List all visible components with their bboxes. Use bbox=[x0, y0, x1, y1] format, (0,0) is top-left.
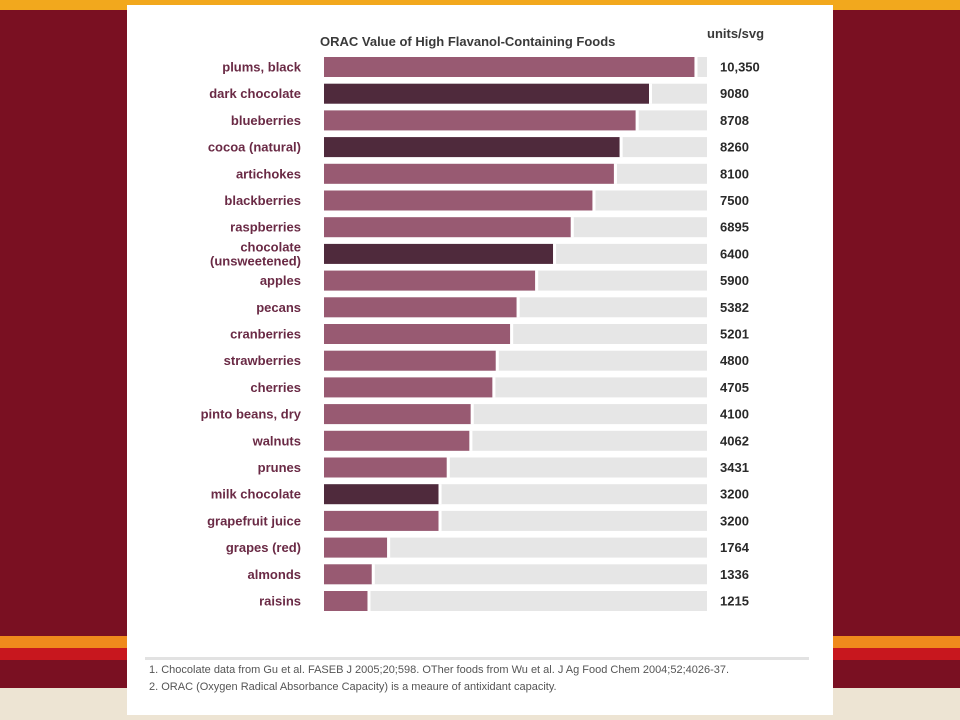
value-label: 10,350 bbox=[720, 60, 760, 75]
category-label: dark chocolate bbox=[209, 86, 301, 101]
value-label: 1215 bbox=[720, 594, 749, 609]
category-label: walnuts bbox=[252, 433, 301, 448]
bar bbox=[324, 377, 493, 398]
bar bbox=[324, 57, 695, 77]
bar-separator bbox=[492, 377, 496, 398]
bar bbox=[324, 217, 571, 238]
bar-separator bbox=[553, 243, 557, 264]
bar bbox=[324, 404, 471, 425]
bar-separator bbox=[469, 430, 473, 451]
category-label: (unsweetened) bbox=[210, 253, 301, 268]
category-label: almonds bbox=[248, 567, 301, 582]
value-column-header: units/svg bbox=[707, 26, 764, 41]
bar-separator bbox=[387, 537, 391, 558]
bar-track bbox=[324, 564, 707, 585]
chart-title: ORAC Value of High Flavanol-Containing F… bbox=[320, 34, 615, 49]
value-label: 3200 bbox=[720, 487, 749, 502]
category-label: artichokes bbox=[236, 166, 301, 181]
bar bbox=[324, 324, 511, 344]
bar bbox=[324, 137, 620, 158]
bar bbox=[324, 163, 614, 184]
bar-separator bbox=[446, 457, 450, 478]
bar bbox=[324, 243, 554, 264]
category-label: cocoa (natural) bbox=[208, 140, 301, 155]
bar bbox=[324, 297, 517, 318]
bar-separator bbox=[495, 350, 499, 371]
footnote-divider bbox=[145, 657, 809, 660]
value-label: 9080 bbox=[720, 86, 749, 101]
bar-track bbox=[324, 591, 707, 611]
value-label: 8260 bbox=[720, 140, 749, 155]
value-label: 4062 bbox=[720, 433, 749, 448]
bar bbox=[324, 270, 536, 291]
value-label: 5900 bbox=[720, 273, 749, 288]
category-label: strawberries bbox=[224, 353, 301, 368]
bar bbox=[324, 564, 372, 585]
category-label: plums, black bbox=[222, 60, 302, 75]
value-label: 8708 bbox=[720, 113, 749, 128]
bar-separator bbox=[635, 110, 639, 131]
category-label: blueberries bbox=[231, 113, 301, 128]
category-label: cherries bbox=[250, 380, 301, 395]
bar-separator bbox=[470, 404, 474, 425]
bar bbox=[324, 510, 439, 531]
value-label: 1336 bbox=[720, 567, 749, 582]
bar-separator bbox=[367, 591, 371, 611]
category-label: blackberries bbox=[224, 193, 301, 208]
bar-separator bbox=[619, 137, 623, 158]
bar-separator bbox=[613, 163, 617, 184]
value-label: 6895 bbox=[720, 220, 749, 235]
chart-panel: ORAC Value of High Flavanol-Containing F… bbox=[127, 5, 833, 715]
bar-separator bbox=[438, 510, 442, 531]
bar bbox=[324, 110, 636, 131]
footnote-1: 1. Chocolate data from Gu et al. FASEB J… bbox=[149, 664, 730, 676]
value-label: 4705 bbox=[720, 380, 749, 395]
bar bbox=[324, 457, 447, 478]
value-label: 6400 bbox=[720, 246, 749, 261]
category-label: cranberries bbox=[230, 327, 301, 342]
value-label: 1764 bbox=[720, 540, 750, 555]
category-label: pinto beans, dry bbox=[201, 407, 302, 422]
bar bbox=[324, 484, 439, 505]
bar-separator bbox=[649, 83, 653, 104]
bar-separator bbox=[694, 57, 698, 77]
orac-bar-chart: ORAC Value of High Flavanol-Containing F… bbox=[201, 26, 764, 611]
bar-separator bbox=[510, 324, 514, 344]
bar-separator bbox=[570, 217, 574, 238]
bar-separator bbox=[438, 484, 442, 505]
bar-separator bbox=[516, 297, 520, 318]
value-label: 5382 bbox=[720, 300, 749, 315]
category-label: raisins bbox=[259, 594, 301, 609]
bar bbox=[324, 350, 496, 371]
category-label: raspberries bbox=[230, 220, 301, 235]
bar bbox=[324, 190, 593, 211]
bar-separator bbox=[371, 564, 375, 585]
bar-track bbox=[324, 537, 707, 558]
bar bbox=[324, 537, 388, 558]
category-label: chocolate bbox=[240, 239, 301, 254]
category-label: grapes (red) bbox=[226, 540, 301, 555]
category-label: milk chocolate bbox=[211, 487, 301, 502]
bar-separator bbox=[535, 270, 539, 291]
value-label: 3431 bbox=[720, 460, 749, 475]
bar bbox=[324, 430, 470, 451]
bar bbox=[324, 83, 650, 104]
category-label: apples bbox=[260, 273, 301, 288]
bar-separator bbox=[592, 190, 596, 211]
footnote-2: 2. ORAC (Oxygen Radical Absorbance Capac… bbox=[149, 681, 557, 693]
value-label: 3200 bbox=[720, 513, 749, 528]
value-label: 4800 bbox=[720, 353, 749, 368]
category-label: prunes bbox=[258, 460, 301, 475]
value-label: 5201 bbox=[720, 327, 749, 342]
value-label: 4100 bbox=[720, 407, 749, 422]
category-label: grapefruit juice bbox=[207, 513, 301, 528]
value-label: 8100 bbox=[720, 166, 749, 181]
category-label: pecans bbox=[256, 300, 301, 315]
bar bbox=[324, 591, 368, 611]
value-label: 7500 bbox=[720, 193, 749, 208]
